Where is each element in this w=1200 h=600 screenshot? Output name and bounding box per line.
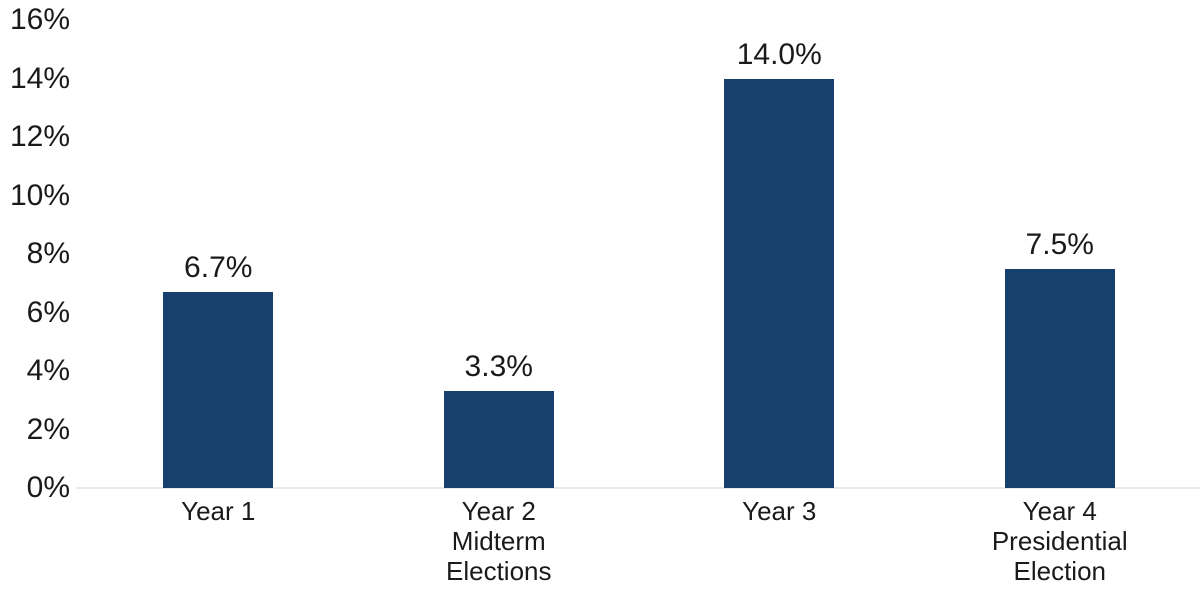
bar-value-label: 3.3% [464, 350, 533, 384]
bar [443, 391, 554, 488]
y-tick-label: 8% [26, 237, 70, 270]
bar-value-label: 7.5% [1025, 227, 1094, 261]
bar-value-label: 6.7% [184, 251, 253, 285]
category-label: Year 2 Midterm Elections [446, 496, 552, 586]
category-label: Year 3 [742, 496, 817, 526]
y-tick-label: 6% [26, 295, 70, 329]
y-tick-label: 16% [9, 3, 70, 36]
x-axis-line [76, 487, 1200, 489]
category-label: Year 1 [181, 496, 256, 526]
y-tick-label: 2% [26, 412, 70, 446]
y-tick-label: 0% [26, 471, 70, 504]
y-tick-label: 10% [9, 178, 70, 212]
y-tick-label: 12% [9, 120, 70, 153]
y-tick-label: 14% [9, 61, 70, 95]
bar-value-label: 14.0% [736, 37, 822, 71]
bar [1004, 268, 1115, 488]
bar [163, 292, 274, 488]
bar [724, 78, 835, 488]
category-label: Year 4 Presidential Election [991, 496, 1128, 586]
y-tick-label: 4% [26, 354, 70, 387]
